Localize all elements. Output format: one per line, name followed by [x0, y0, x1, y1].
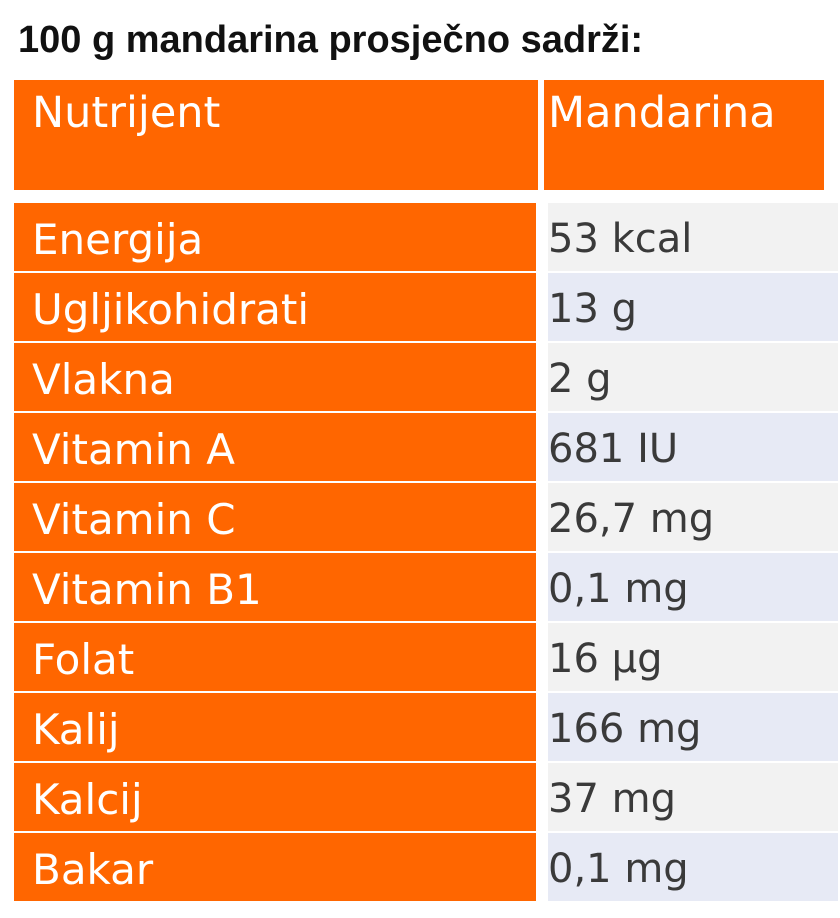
nutrient-value: 53 kcal [548, 203, 838, 271]
nutrient-value: 0,1 mg [548, 553, 838, 621]
table-row: Ugljikohidrati 13 g [14, 273, 838, 341]
table-row: Folat 16 µg [14, 623, 838, 691]
nutrient-value: 13 g [548, 273, 838, 341]
nutrient-value: 26,7 mg [548, 483, 838, 551]
nutrient-name: Vitamin B1 [14, 553, 536, 621]
nutrient-name: Vitamin C [14, 483, 536, 551]
nutrient-name: Vlakna [14, 343, 536, 411]
nutrient-name: Vitamin A [14, 413, 536, 481]
nutrient-value: 0,1 mg [548, 833, 838, 901]
table-row: Vlakna 2 g [14, 343, 838, 411]
table-row: Bakar 0,1 mg [14, 833, 838, 901]
nutrient-name: Bakar [14, 833, 536, 901]
nutrient-name: Folat [14, 623, 536, 691]
nutrient-name: Energija [14, 203, 536, 271]
table-row: Vitamin B1 0,1 mg [14, 553, 838, 621]
nutrient-name: Kalcij [14, 763, 536, 831]
nutrient-value: 681 IU [548, 413, 838, 481]
table-row: Energija 53 kcal [14, 203, 838, 271]
nutrient-name: Ugljikohidrati [14, 273, 536, 341]
table-row: Kalcij 37 mg [14, 763, 838, 831]
page-title: 100 g mandarina prosječno sadrži: [18, 19, 644, 61]
nutrient-value: 166 mg [548, 693, 838, 761]
table-row: Vitamin C 26,7 mg [14, 483, 838, 551]
nutrient-value: 2 g [548, 343, 838, 411]
nutrition-table: Energija 53 kcal Ugljikohidrati 13 g Vla… [14, 203, 838, 903]
header-nutrient: Nutrijent [14, 80, 538, 190]
table-row: Kalij 166 mg [14, 693, 838, 761]
nutrient-value: 37 mg [548, 763, 838, 831]
nutrient-value: 16 µg [548, 623, 838, 691]
header-mandarina: Mandarina [544, 80, 824, 190]
nutrient-name: Kalij [14, 693, 536, 761]
table-row: Vitamin A 681 IU [14, 413, 838, 481]
